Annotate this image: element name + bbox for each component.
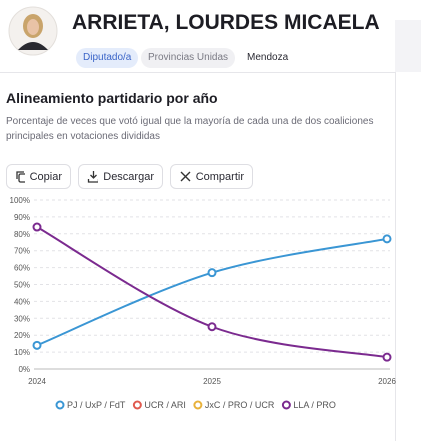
chart-title: Alineamiento partidario por año — [6, 90, 218, 106]
data-point — [207, 322, 217, 332]
button-label: Descargar — [103, 170, 154, 183]
data-point — [32, 222, 42, 232]
y-tick-label: 70% — [14, 247, 30, 256]
button-label: Copiar — [29, 170, 62, 183]
name: ARRIETA, LOURDES MICAELA — [72, 11, 380, 34]
y-tick-label: 40% — [14, 297, 30, 306]
card — [0, 72, 396, 441]
y-tick-label: 30% — [14, 314, 30, 323]
tag: Mendoza — [247, 52, 289, 63]
x-tick-label: 2024 — [28, 377, 46, 386]
legend-marker — [193, 400, 203, 410]
tag: Provincias Unidas — [141, 48, 236, 68]
side-panel — [395, 20, 421, 72]
data-point — [382, 234, 392, 244]
y-tick-label: 20% — [14, 331, 30, 340]
y-tick-label: 10% — [14, 348, 30, 357]
y-tick-label: 80% — [14, 230, 30, 239]
x-tick-label: 2026 — [378, 377, 396, 386]
download-button[interactable]: Descargar — [78, 164, 163, 189]
y-tick-label: 60% — [14, 264, 30, 273]
data-point — [207, 268, 217, 278]
button-label: Compartir — [195, 170, 244, 183]
download-icon — [87, 171, 99, 183]
legend-label: UCR / ARI — [144, 400, 186, 410]
legend-label: LLA / PRO — [293, 400, 336, 410]
data-point — [32, 340, 42, 350]
x-icon — [180, 171, 191, 182]
legend-marker — [132, 400, 142, 410]
chart-subtitle: Porcentaje de veces que votó igual que l… — [6, 116, 374, 142]
avatar — [8, 6, 58, 56]
y-tick-label: 100% — [10, 196, 30, 205]
legend-marker — [55, 400, 65, 410]
legend-label: JxC / PRO / UCR — [205, 400, 275, 410]
y-tick-label: 90% — [14, 213, 30, 222]
legend-marker — [281, 400, 291, 410]
x-tick-label: 2025 — [203, 377, 221, 386]
copy-icon — [16, 171, 25, 183]
legend-label: PJ / UxP / FdT — [67, 400, 126, 410]
share-button[interactable]: Compartir — [170, 164, 253, 189]
chart: 0% 10% 20% 30% 40% 50% 60% 70% 80% 90% 100% 2024 202… — [10, 196, 397, 410]
y-tick-label: 0% — [18, 365, 30, 374]
copy-button[interactable]: Copiar — [6, 164, 71, 189]
tag: Diputado/a — [76, 48, 139, 68]
y-tick-label: 50% — [14, 281, 30, 290]
data-point — [382, 352, 392, 362]
